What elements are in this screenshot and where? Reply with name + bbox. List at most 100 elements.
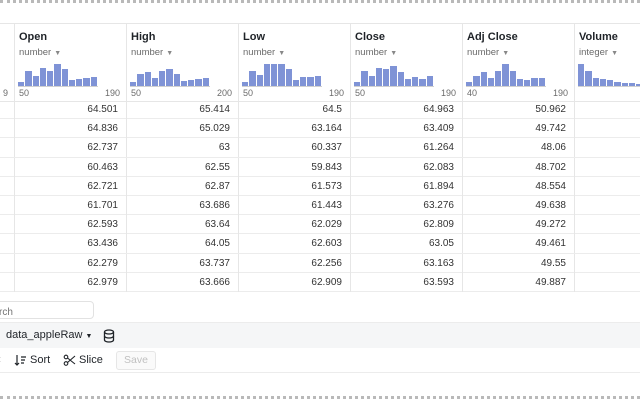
table-cell[interactable]: 62.256 [238, 253, 350, 273]
histogram-bar[interactable] [144, 71, 151, 86]
table-cell[interactable]: 48.554 [462, 176, 574, 196]
histogram-bar[interactable] [242, 82, 249, 86]
table-cell[interactable]: 62.87 [126, 176, 238, 196]
data-source-selector[interactable]: data_appleRaw ▼ [6, 329, 92, 341]
table-cell[interactable]: 62.083 [350, 157, 462, 177]
histogram-bar[interactable] [137, 74, 144, 86]
slice-button[interactable]: Slice [63, 351, 103, 369]
table-cell[interactable] [0, 158, 14, 177]
table-cell[interactable] [0, 138, 14, 157]
table-cell[interactable]: 49.272 [462, 215, 574, 235]
histogram-bar[interactable] [636, 84, 640, 86]
table-cell[interactable]: 64.05 [126, 234, 238, 254]
table-cell[interactable]: 49.887 [462, 272, 574, 292]
table-cell[interactable]: 63.436 [14, 234, 126, 254]
table-cell[interactable]: 64.501 [14, 100, 126, 119]
histogram-bar[interactable] [466, 82, 473, 86]
table-cell[interactable]: 62.737 [14, 138, 126, 158]
histogram-bar[interactable] [426, 76, 433, 86]
histogram-bar[interactable] [368, 76, 375, 86]
histogram-bar[interactable] [473, 76, 480, 86]
table-cell[interactable]: 62.029 [238, 215, 350, 235]
histogram-bar[interactable] [621, 82, 628, 86]
histogram-bar[interactable] [361, 71, 368, 86]
histogram-bar[interactable] [292, 80, 300, 86]
table-cell[interactable]: 69, [574, 272, 640, 292]
table-cell[interactable] [0, 196, 14, 215]
histogram-bar[interactable] [502, 64, 509, 86]
histogram-bar[interactable] [607, 80, 614, 86]
column-type-selector[interactable]: integer ▼ [579, 47, 618, 58]
table-cell[interactable]: 49.55 [462, 253, 574, 273]
table-cell[interactable]: 63.737 [126, 253, 238, 273]
table-cell[interactable] [0, 100, 14, 119]
table-cell[interactable]: 63.163 [350, 253, 462, 273]
table-cell[interactable]: 49.638 [462, 195, 574, 215]
table-cell[interactable] [0, 234, 14, 253]
table-cell[interactable]: 59.843 [238, 157, 350, 177]
histogram-bar[interactable] [47, 71, 54, 86]
histogram-bar[interactable] [383, 69, 390, 86]
table-cell[interactable]: 111, [574, 119, 640, 139]
column-type-selector[interactable]: number ▼ [467, 47, 509, 58]
histogram-bar[interactable] [83, 78, 90, 86]
table-cell[interactable]: 62.55 [126, 157, 238, 177]
save-button[interactable]: Save [116, 351, 156, 370]
histogram-bar[interactable] [375, 67, 383, 86]
table-cell[interactable]: 62.809 [350, 215, 462, 235]
column-header[interactable]: High number ▼ 50 200 [126, 24, 238, 101]
table-cell[interactable]: 150, [574, 157, 640, 177]
table-cell[interactable]: 62.909 [238, 272, 350, 292]
histogram-bar[interactable] [130, 82, 137, 86]
table-cell[interactable]: 62.721 [14, 176, 126, 196]
table-cell[interactable]: 63.276 [350, 195, 462, 215]
histogram-bar[interactable] [249, 71, 256, 86]
sort-button[interactable]: Sort [14, 351, 50, 369]
histogram-bar[interactable] [628, 82, 636, 86]
table-cell[interactable]: 62.979 [14, 272, 126, 292]
table-cell[interactable]: 63.666 [126, 272, 238, 292]
histogram-bar[interactable] [76, 78, 83, 86]
histogram-bar[interactable] [271, 64, 278, 86]
histogram-bar[interactable] [495, 71, 502, 86]
histogram-bar[interactable] [538, 78, 545, 86]
histogram-bar[interactable] [531, 78, 538, 86]
table-cell[interactable] [0, 177, 14, 196]
table-cell[interactable]: 88, [574, 253, 640, 273]
truncated-button[interactable] [0, 351, 3, 369]
histogram-bar[interactable] [188, 80, 195, 86]
histogram-bar[interactable] [585, 71, 592, 86]
column-type-selector[interactable]: number ▼ [355, 47, 397, 58]
histogram-bar[interactable] [390, 65, 397, 86]
search-box[interactable] [0, 301, 94, 321]
histogram-bar[interactable] [578, 64, 585, 86]
table-cell[interactable]: 63.164 [238, 119, 350, 139]
histogram-bar[interactable] [300, 76, 307, 86]
table-cell[interactable]: 64.836 [14, 119, 126, 139]
histogram-bar[interactable] [599, 78, 607, 86]
table-cell[interactable]: 61.264 [350, 138, 462, 158]
table-cell[interactable]: 63.05 [350, 234, 462, 254]
histogram-bar[interactable] [195, 78, 202, 86]
table-cell[interactable]: 185, [574, 138, 640, 158]
table-cell[interactable]: 112, [574, 195, 640, 215]
column-header[interactable]: 9 [0, 24, 14, 101]
column-type-selector[interactable]: number ▼ [19, 47, 61, 58]
histogram-bar[interactable] [32, 76, 39, 86]
histogram-bar[interactable] [25, 71, 32, 86]
table-cell[interactable]: 50.962 [462, 100, 574, 119]
histogram-bar[interactable] [166, 69, 173, 86]
table-cell[interactable]: 48.702 [462, 157, 574, 177]
table-cell[interactable]: 114, [574, 215, 640, 235]
table-cell[interactable]: 63 [126, 138, 238, 158]
column-header[interactable]: Volume integer ▼ [574, 24, 640, 101]
table-cell[interactable]: 49.461 [462, 234, 574, 254]
table-cell[interactable]: 65.029 [126, 119, 238, 139]
histogram-bar[interactable] [480, 71, 487, 86]
histogram-bar[interactable] [614, 82, 621, 86]
column-type-selector[interactable]: number ▼ [131, 47, 173, 58]
